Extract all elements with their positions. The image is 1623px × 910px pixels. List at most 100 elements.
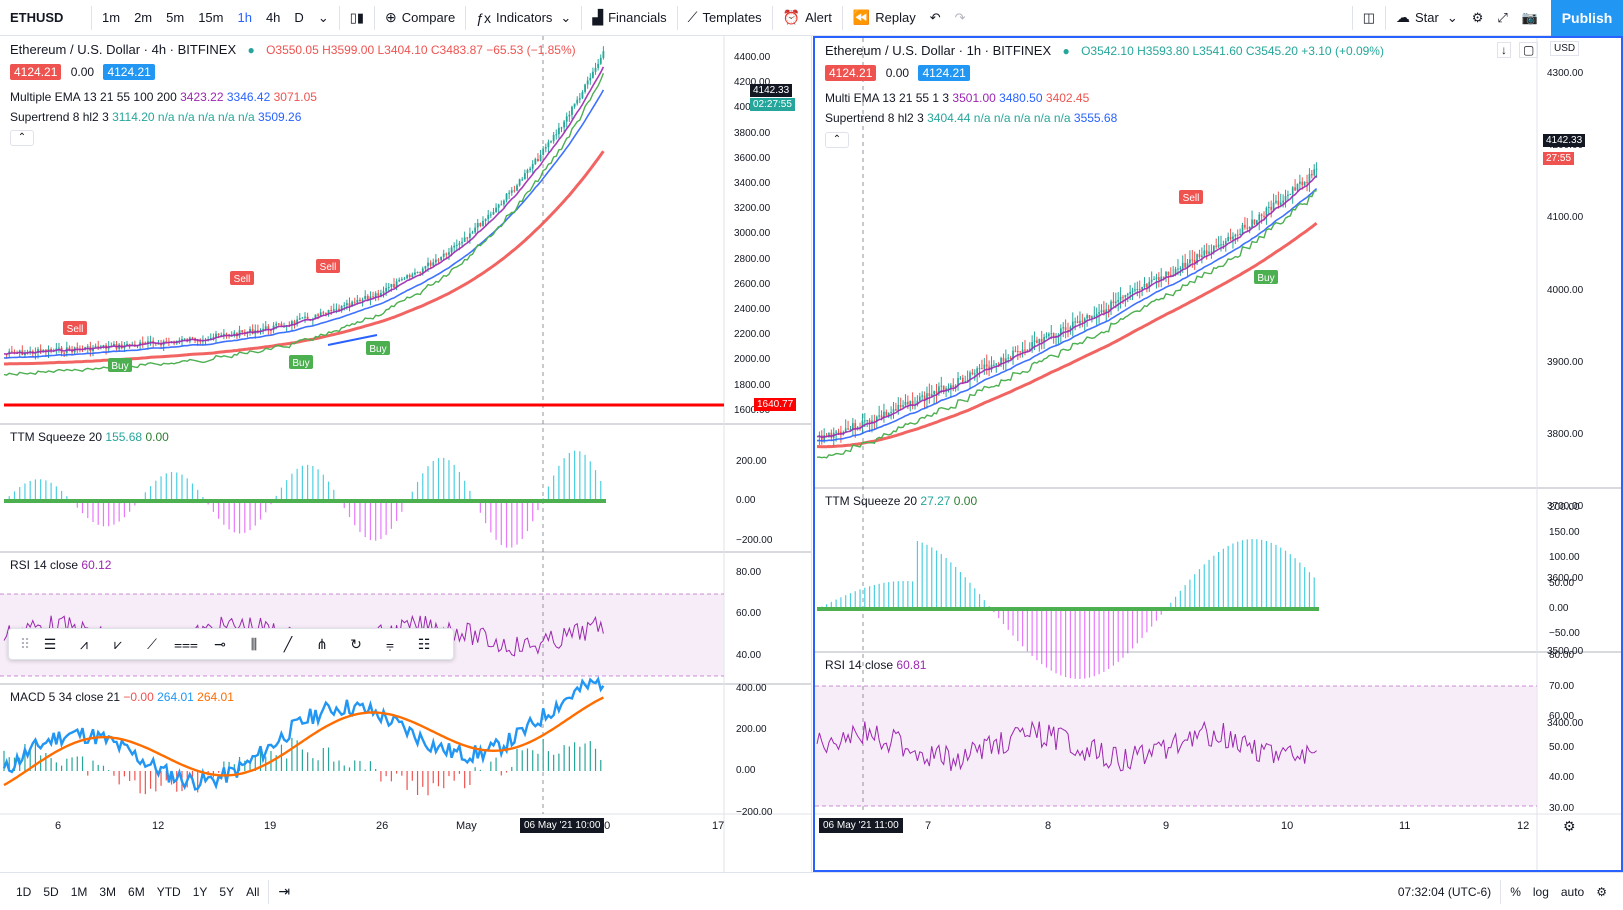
candle-body bbox=[1267, 206, 1270, 208]
log-toggle[interactable]: log bbox=[1532, 884, 1549, 899]
pattern-icon[interactable]: ☰ bbox=[43, 635, 57, 652]
compare-button[interactable]: ⊕ Compare bbox=[378, 0, 462, 36]
candle-body bbox=[1169, 274, 1172, 276]
ray-icon[interactable]: ╱ bbox=[283, 635, 293, 652]
rsi-axis-label: 60.00 bbox=[1549, 711, 1575, 722]
chart-canvas-1h[interactable]: Sell Buy bbox=[815, 38, 1621, 870]
symbol-search[interactable]: ETHUSD bbox=[10, 10, 64, 25]
currency-badge[interactable]: USD bbox=[1550, 41, 1580, 56]
chart-canvas-4h[interactable]: Sell Buy Sell Buy Sell Buy bbox=[0, 36, 812, 872]
ema-val-2: 3480.50 bbox=[999, 91, 1043, 105]
trendline-icon[interactable]: ⟋ bbox=[147, 635, 157, 652]
download-icon[interactable]: ↓ bbox=[1497, 42, 1511, 58]
ask-price[interactable]: 4124.21 bbox=[918, 65, 970, 81]
signal-text: Buy bbox=[369, 344, 386, 355]
candle-body bbox=[356, 299, 359, 303]
tf-2m[interactable]: 2m bbox=[134, 10, 153, 25]
tf-d[interactable]: D bbox=[294, 10, 304, 25]
auto-toggle[interactable]: auto bbox=[1560, 884, 1585, 899]
candle-body bbox=[942, 385, 945, 392]
rsi-axis-label: 80.00 bbox=[736, 567, 762, 578]
ttm-legend[interactable]: TTM Squeeze 20 155.68 0.00 bbox=[10, 430, 169, 444]
star-button[interactable]: ☁ Star ⌄ bbox=[1389, 0, 1465, 36]
ema-legend[interactable]: Multiple EMA 13 21 55 100 200 3423.22 33… bbox=[10, 90, 317, 104]
bid-price[interactable]: 4124.21 bbox=[10, 64, 62, 80]
range-6m[interactable]: 6M bbox=[128, 884, 145, 899]
tf-4h[interactable]: 4h bbox=[265, 10, 281, 25]
ema-legend[interactable]: Multi EMA 13 21 55 1 3 3501.00 3480.50 3… bbox=[825, 91, 1089, 105]
chart-pane-4h[interactable]: Sell Buy Sell Buy Sell Buy Ethereum / U.S. Do… bbox=[0, 36, 812, 872]
ttm-legend[interactable]: TTM Squeeze 20 27.27 0.00 bbox=[825, 494, 977, 508]
tf-1h[interactable]: 1h bbox=[237, 10, 252, 25]
range-5d[interactable]: 5D bbox=[43, 884, 59, 899]
bid-price[interactable]: 4124.21 bbox=[825, 65, 877, 81]
rsi-legend[interactable]: RSI 14 close 60.81 bbox=[825, 658, 926, 672]
goto-date-icon[interactable]: ⇥ bbox=[278, 883, 291, 899]
pitchfork-icon[interactable]: ⋔ bbox=[316, 635, 328, 652]
abcd-icon[interactable]: ⩗ bbox=[114, 635, 122, 652]
settings-lines-icon[interactable]: ☷ bbox=[417, 635, 431, 652]
replay-button[interactable]: ⏪ Replay bbox=[846, 0, 923, 36]
financials-button[interactable]: ▟ Financials bbox=[585, 0, 673, 36]
chevron-down-icon: ⌄ bbox=[560, 9, 572, 25]
range-ytd[interactable]: YTD bbox=[156, 884, 181, 899]
fullscreen-icon[interactable]: ⤢ bbox=[1497, 9, 1508, 25]
clock[interactable]: 07:32:04 (UTC-6) bbox=[1397, 884, 1492, 899]
supertrend-legend[interactable]: Supertrend 8 hl2 3 3114.20 n/a n/a n/a n… bbox=[10, 110, 301, 124]
rsi-legend[interactable]: RSI 14 close 60.12 bbox=[10, 558, 111, 572]
candle-body bbox=[938, 386, 940, 394]
supertrend-legend[interactable]: Supertrend 8 hl2 3 3404.44 n/a n/a n/a n… bbox=[825, 111, 1117, 125]
range-1y[interactable]: 1Y bbox=[192, 884, 208, 899]
hline-icon[interactable]: ⊸ bbox=[214, 635, 226, 652]
channel-icon[interactable]: ⩦ bbox=[385, 635, 395, 652]
candle-body bbox=[1107, 309, 1110, 311]
range-3m[interactable]: 3M bbox=[99, 884, 117, 899]
indicators-button[interactable]: ƒx Indicators ⌄ bbox=[469, 0, 578, 36]
range-1m[interactable]: 1M bbox=[70, 884, 88, 899]
candle-type-icon[interactable]: ▯▮ bbox=[349, 9, 365, 25]
chart-title[interactable]: Ethereum / U.S. Dollar · 4h · BITFINEX bbox=[10, 42, 237, 57]
candle-body bbox=[1009, 357, 1012, 359]
curve-icon[interactable]: ↻ bbox=[350, 635, 362, 652]
range-5y[interactable]: 5Y bbox=[219, 884, 235, 899]
gear-icon[interactable]: ⚙ bbox=[1471, 9, 1484, 25]
gann-icon[interactable]: ⫼ bbox=[250, 635, 258, 652]
ask-price[interactable]: 4124.21 bbox=[103, 64, 155, 80]
candle-body bbox=[544, 147, 547, 149]
alert-label: Alert bbox=[805, 10, 832, 25]
range-1d[interactable]: 1D bbox=[16, 884, 32, 899]
candle-body bbox=[398, 279, 401, 282]
chart-pane-1h[interactable]: Sell Buy Ethereum / U.S. Dollar · 1h · BI… bbox=[813, 36, 1623, 872]
maximize-icon[interactable]: ▢ bbox=[1519, 42, 1539, 58]
collapse-legend-button[interactable]: ⌃ bbox=[10, 130, 34, 146]
crosshair-date-text: 06 May '21 bbox=[823, 820, 872, 831]
collapse-legend-button[interactable]: ⌃ bbox=[825, 132, 849, 148]
candle-body bbox=[1100, 310, 1103, 313]
candle-body bbox=[1036, 340, 1038, 344]
camera-icon[interactable]: 📷 bbox=[1521, 9, 1538, 25]
elliott-wave-icon[interactable]: ⩘ bbox=[80, 635, 88, 652]
tf-15m[interactable]: 15m bbox=[198, 10, 224, 25]
tf-5m[interactable]: 5m bbox=[166, 10, 185, 25]
templates-button[interactable]: ⟋ Templates bbox=[681, 0, 769, 36]
ema-label: Multiple EMA 13 21 55 100 200 bbox=[10, 90, 177, 104]
fib-icon[interactable]: ⩶ bbox=[174, 635, 198, 652]
chart-title[interactable]: Ethereum / U.S. Dollar · 1h · BITFINEX bbox=[825, 43, 1052, 58]
gear-icon[interactable]: ⚙ bbox=[1596, 884, 1607, 899]
price-axis-label: 3500.00 bbox=[1547, 645, 1584, 657]
candle-body bbox=[1191, 259, 1194, 261]
candle-body bbox=[1260, 214, 1263, 216]
drag-handle-icon[interactable]: ⠿ bbox=[19, 635, 31, 652]
gear-icon[interactable]: ⚙ bbox=[1563, 818, 1576, 834]
chevron-down-icon[interactable]: ⌄ bbox=[317, 9, 329, 25]
alert-button[interactable]: ⏰ Alert bbox=[776, 0, 839, 36]
candle-body bbox=[885, 411, 888, 416]
redo-icon[interactable]: ↷ bbox=[954, 9, 966, 25]
macd-legend[interactable]: MACD 5 34 close 21 −0.00 264.01 264.01 bbox=[10, 690, 234, 704]
range-all[interactable]: All bbox=[246, 884, 260, 899]
undo-icon[interactable]: ↶ bbox=[929, 9, 941, 25]
percent-toggle[interactable]: % bbox=[1510, 884, 1521, 899]
tf-1m[interactable]: 1m bbox=[102, 10, 121, 25]
layout-icon[interactable]: ◫ bbox=[1362, 9, 1375, 25]
publish-button[interactable]: Publish bbox=[1551, 0, 1623, 36]
